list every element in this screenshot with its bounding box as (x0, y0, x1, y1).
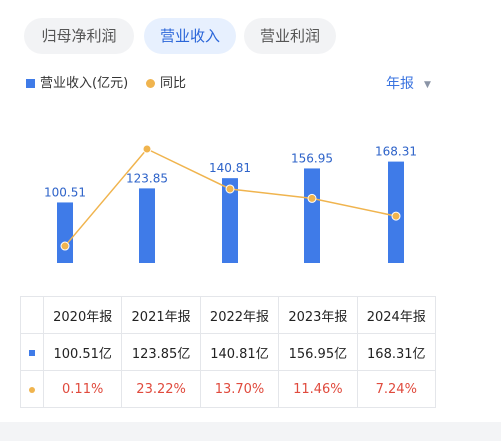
table-cell: 0.11% (42, 370, 123, 408)
revenue-chart: 100.51 123.85 140.81 156.95 168.31 (44, 144, 417, 263)
table-header-cell: 2024年报 (356, 296, 437, 334)
bar-2023年报 (304, 168, 320, 263)
legend-bar-label: 营业收入(亿元) (40, 76, 129, 91)
bar-data-label: 156.95 (291, 151, 333, 165)
table-cell: 11.46% (278, 370, 358, 408)
tab-operating-profit[interactable]: 营业利润 (244, 18, 336, 54)
table-cell: 23.22% (121, 370, 201, 408)
table-cell: 168.31亿 (356, 333, 437, 371)
tab-revenue[interactable]: 营业收入 (144, 18, 236, 54)
table-cell: 123.85亿 (121, 333, 201, 371)
bar-data-label: 123.85 (126, 171, 168, 185)
legend-bar-marker (26, 79, 35, 88)
table-cell: 13.70% (199, 370, 280, 408)
bottom-divider-bar (0, 422, 501, 441)
bar-2020年报 (57, 202, 73, 263)
revenue-row-marker (29, 349, 35, 356)
table-header-row: 2020年报 2021年报 2022年报 2023年报 2024年报 (20, 296, 437, 334)
table-cell: 156.95亿 (278, 333, 358, 371)
table-row-revenue: 100.51亿 123.85亿 140.81亿 156.95亿 168.31亿 (20, 333, 437, 371)
bar-data-label: 100.51 (44, 185, 86, 199)
bar-2022年报 (222, 178, 238, 263)
bar-2021年报 (139, 188, 155, 263)
table-header-cell: 2023年报 (278, 296, 358, 334)
table-cell: 100.51亿 (42, 333, 123, 371)
yoy-point-2024年报 (391, 211, 401, 221)
chevron-down-icon: ▼ (424, 80, 431, 90)
table-cell: 7.24% (356, 370, 437, 408)
yoy-point-2020年报 (60, 241, 70, 251)
table-corner-cell (20, 296, 44, 334)
row-key-cell (20, 370, 44, 408)
yoy-point-2022年报 (225, 184, 235, 194)
table-row-yoy: 0.11% 23.22% 13.70% 11.46% 7.24% (20, 370, 437, 408)
table-header-cell: 2022年报 (199, 296, 280, 334)
table-header-cell: 2020年报 (42, 296, 123, 334)
bar-data-label: 140.81 (209, 161, 251, 175)
yoy-point-2023年报 (307, 193, 317, 203)
legend-line-label: 同比 (160, 76, 187, 91)
table-header-cell: 2021年报 (121, 296, 201, 334)
table-cell: 140.81亿 (199, 333, 280, 371)
data-table: 2020年报 2021年报 2022年报 2023年报 2024年报 100.5… (20, 296, 437, 408)
period-label: 年报 (386, 76, 414, 92)
period-selector[interactable]: 年报 ▼ (386, 73, 431, 95)
yoy-row-marker (29, 386, 35, 393)
tab-net-profit[interactable]: 归母净利润 (24, 18, 134, 54)
bar-data-label: 168.31 (375, 145, 417, 159)
yoy-point-2021年报 (142, 144, 152, 154)
legend-line-marker (146, 79, 155, 88)
row-key-cell (20, 333, 44, 371)
